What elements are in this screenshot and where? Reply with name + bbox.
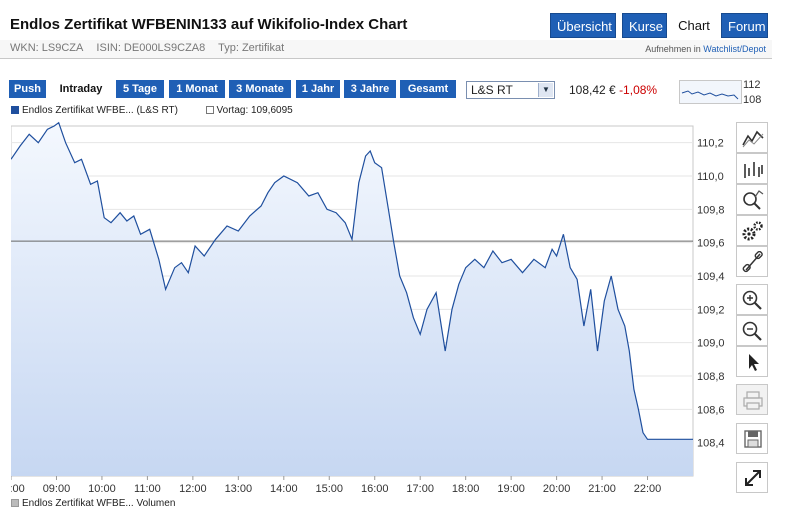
y-tick-label: 109,0 xyxy=(697,338,725,350)
isin-label: ISIN: DE000LS9CZA8 xyxy=(96,42,206,54)
tab-uebersicht[interactable]: Übersicht xyxy=(550,13,616,38)
timeframe-5-tage[interactable]: 5 Tage xyxy=(116,80,164,98)
quote: 108,42 € -1,08% xyxy=(569,83,657,97)
x-tick-label: 12:00 xyxy=(179,483,207,495)
save-icon[interactable] xyxy=(736,423,768,454)
settings-gears-icon[interactable] xyxy=(736,215,768,246)
x-tick-label: 08:00 xyxy=(11,483,25,495)
watchlist-prefix: Aufnehmen in xyxy=(645,44,701,54)
wkn-label: WKN: LS9CZA xyxy=(10,42,84,54)
quote-change: -1,08% xyxy=(619,83,658,97)
y-tick-label: 109,8 xyxy=(697,204,725,216)
sparkline-graphic xyxy=(681,90,739,100)
chevron-down-icon: ▼ xyxy=(538,83,553,97)
x-tick-label: 18:00 xyxy=(452,483,480,495)
bar-chart-icon[interactable] xyxy=(736,153,768,184)
chart-legend: Endlos Zertifikat WFBE... (L&S RT) Vorta… xyxy=(11,105,293,116)
series-line xyxy=(11,121,693,440)
x-tick-label: 19:00 xyxy=(497,483,525,495)
y-tick-label: 109,2 xyxy=(697,304,725,316)
pointer-icon[interactable] xyxy=(736,346,768,377)
security-meta: WKN: LS9CZA ISIN: DE000LS9CZA8 Typ: Zert… xyxy=(10,42,294,54)
tab-chart[interactable]: Chart xyxy=(671,13,717,38)
page-title: Endlos Zertifikat WFBENIN133 auf Wikifol… xyxy=(10,16,408,33)
exchange-select-value: L&S RT xyxy=(471,83,513,97)
price-chart[interactable]: 108,4 108,6 108,8 109,0 109,2 109,4 109,6 109,8… xyxy=(11,120,731,496)
volume-swatch xyxy=(11,499,19,508)
timeframe-3-jahre[interactable]: 3 Jahre xyxy=(344,80,396,98)
y-tick-label: 108,6 xyxy=(697,404,725,416)
tab-forum[interactable]: Forum xyxy=(721,13,768,38)
fullscreen-icon[interactable] xyxy=(736,462,768,493)
watchlist-link[interactable]: Watchlist/Depot xyxy=(703,44,766,54)
series-swatch xyxy=(11,106,19,115)
previous-swatch xyxy=(205,106,214,115)
exchange-select[interactable]: L&S RT ▼ xyxy=(466,81,555,99)
legend-series: Endlos Zertifikat WFBE... (L&S RT) xyxy=(22,105,178,116)
timeframe-gesamt[interactable]: Gesamt xyxy=(400,80,456,98)
timeframe-1-monat[interactable]: 1 Monat xyxy=(169,80,225,98)
zoom-in-icon[interactable] xyxy=(736,284,768,315)
y-tick-label: 108,4 xyxy=(697,438,725,450)
watchlist-area: Aufnehmen in Watchlist/Depot xyxy=(645,44,766,54)
x-tick-label: 10:00 xyxy=(88,483,116,495)
x-tick-label: 17:00 xyxy=(406,483,434,495)
y-tick-label: 110,0 xyxy=(697,171,724,183)
legend-volume: Endlos Zertifikat WFBE... Volumen xyxy=(22,498,176,509)
y-tick-label: 109,4 xyxy=(697,271,725,283)
x-tick-label: 21:00 xyxy=(588,483,616,495)
timeframe-intraday[interactable]: Intraday xyxy=(50,80,112,98)
y-tick-label: 109,6 xyxy=(697,238,725,250)
x-tick-label: 13:00 xyxy=(225,483,253,495)
sparkline-low-label: 108 xyxy=(743,94,762,106)
x-tick-label: 14:00 xyxy=(270,483,298,495)
type-label: Typ: Zertifikat xyxy=(218,42,285,54)
legend-previous: Vortag: 109,6095 xyxy=(216,105,293,116)
tab-kurse[interactable]: Kurse xyxy=(622,13,667,38)
x-tick-label: 15:00 xyxy=(316,483,344,495)
x-tick-label: 11:00 xyxy=(134,483,161,495)
zoom-select-icon[interactable] xyxy=(736,184,768,215)
link-icon[interactable] xyxy=(736,246,768,277)
timeframe-3-monate[interactable]: 3 Monate xyxy=(229,80,291,98)
x-tick-label: 16:00 xyxy=(361,483,389,495)
x-tick-label: 22:00 xyxy=(634,483,662,495)
zoom-out-icon[interactable] xyxy=(736,315,768,346)
timeframe-push[interactable]: Push xyxy=(9,80,46,98)
series-area xyxy=(11,122,693,476)
info-bar xyxy=(0,40,772,59)
line-chart-icon[interactable] xyxy=(736,122,768,153)
y-tick-label: 110,2 xyxy=(697,138,724,150)
print-icon[interactable] xyxy=(736,384,768,415)
sparkline[interactable] xyxy=(679,80,742,104)
sparkline-high-label: 112 xyxy=(743,79,761,91)
y-tick-label: 108,8 xyxy=(697,371,725,383)
x-tick-label: 09:00 xyxy=(43,483,71,495)
timeframe-1-jahr[interactable]: 1 Jahr xyxy=(296,80,340,98)
x-tick-label: 20:00 xyxy=(543,483,571,495)
volume-legend: Endlos Zertifikat WFBE... Volumen xyxy=(11,498,175,509)
quote-price: 108,42 € xyxy=(569,83,616,97)
